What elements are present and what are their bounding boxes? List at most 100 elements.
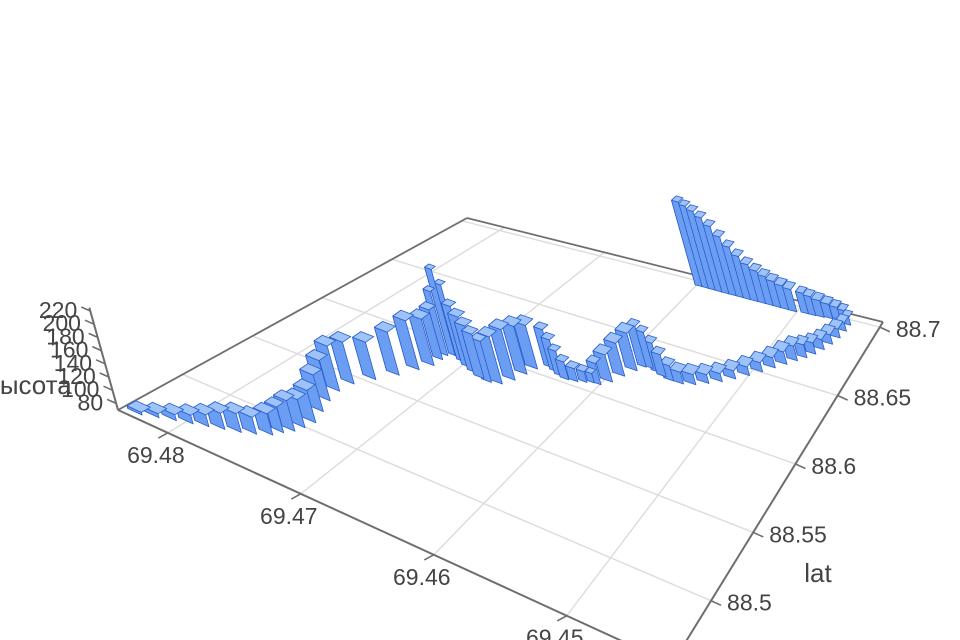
x-tick-label: 69.45 [526, 625, 584, 640]
bar-top-face [461, 325, 479, 335]
z-tick-label: 140 [54, 350, 92, 376]
bar-top-face [819, 295, 834, 305]
grid-line-lon [167, 226, 505, 434]
bar-top-face [126, 400, 151, 413]
bar-top-face [305, 349, 328, 361]
bar-top-face [650, 345, 666, 356]
bar-top-face [707, 361, 727, 374]
y-tick [752, 531, 764, 538]
bar-3d [685, 204, 716, 291]
bar-3d [669, 361, 687, 385]
bar-top-face [160, 402, 184, 416]
bar-top-face [677, 199, 691, 207]
bar-top-face [408, 308, 430, 320]
bar-top-face [781, 280, 796, 290]
bar-top-face [635, 324, 649, 333]
bar-3d [707, 361, 727, 383]
bar-top-face [614, 321, 635, 334]
bar-front-face [352, 336, 377, 380]
bar-top-face [447, 307, 466, 318]
bar-3d [650, 345, 667, 378]
bar-top-face [828, 299, 842, 308]
z-tick-label: 180 [46, 323, 84, 349]
bar-3d [392, 309, 420, 371]
bar-3d [721, 239, 744, 298]
bar-top-face [433, 278, 446, 286]
bar-top-face [221, 401, 245, 415]
bar-top-face [564, 360, 580, 370]
bar-top-face [273, 389, 295, 402]
bar-3d [735, 355, 754, 376]
z-axis-title: высота [0, 370, 72, 400]
bar-top-face [205, 401, 230, 414]
bar-top-face [735, 355, 754, 368]
bar-top-face [793, 334, 809, 346]
bar-top-face [392, 309, 414, 322]
y-axis-title: lat [804, 558, 832, 588]
bar-top-face [143, 401, 168, 415]
bar-top-face [748, 262, 762, 272]
bar-top-face [592, 343, 613, 356]
bar-top-face [739, 256, 754, 266]
bar-top-face [533, 321, 549, 331]
z-tick-label: 80 [78, 389, 104, 415]
bar-top-face [669, 361, 687, 373]
bar-front-face [374, 326, 400, 376]
y-tick-label: 88.7 [896, 316, 941, 342]
bar-3d [512, 314, 538, 370]
bar-top-face [453, 316, 473, 327]
bar-top-face [313, 334, 336, 347]
bar-3d [126, 400, 151, 416]
bar-3d [711, 229, 737, 297]
y-axis-edge [685, 321, 884, 640]
bar-3d [143, 401, 168, 419]
bar-top-face [756, 268, 771, 277]
bar-3d [221, 401, 245, 433]
bar-top-face [685, 204, 699, 212]
bar-top-face [547, 343, 562, 352]
bar-top-face [764, 272, 779, 282]
bar-3d [554, 353, 570, 381]
bar-3d [748, 262, 767, 304]
z-tick [80, 306, 91, 312]
bar-3d [273, 389, 296, 432]
z-tick [95, 359, 106, 365]
z-tick [84, 319, 95, 325]
bar-3d [374, 321, 400, 376]
bar-top-face [418, 301, 436, 311]
bar-3d [329, 331, 355, 385]
bar-top-face [585, 354, 601, 364]
z-axis-line [88, 307, 119, 411]
y-tick [710, 600, 722, 607]
bar-3d [461, 325, 485, 379]
bar-3d [694, 362, 714, 384]
bar-top-face [374, 321, 396, 333]
bar-top-face [488, 318, 510, 331]
bar-top-face [721, 239, 735, 248]
bar-3d [810, 291, 825, 318]
y-tick [837, 394, 848, 401]
bar-3d [614, 321, 638, 372]
bar-top-face [642, 334, 658, 344]
grid-line-lon [300, 251, 605, 495]
grid-line-lat [252, 335, 754, 533]
bar-top-face [730, 248, 744, 257]
bar-top-face [422, 285, 436, 292]
bar-top-face [795, 285, 808, 294]
x-tick [157, 432, 169, 439]
bar-top-face [440, 298, 457, 307]
bar-top-face [299, 363, 322, 376]
y-tick [879, 326, 891, 333]
bar-top-face [176, 403, 200, 416]
bar-top-face [469, 332, 487, 342]
bar-top-face [554, 353, 570, 363]
z-tick-label: 200 [43, 310, 81, 336]
bar-top-face [191, 402, 215, 416]
x-tick [290, 493, 302, 500]
bar-3d [547, 343, 564, 377]
bar-3d [352, 331, 377, 380]
bar-top-face [702, 219, 716, 227]
z-tick-label: 120 [57, 363, 95, 389]
